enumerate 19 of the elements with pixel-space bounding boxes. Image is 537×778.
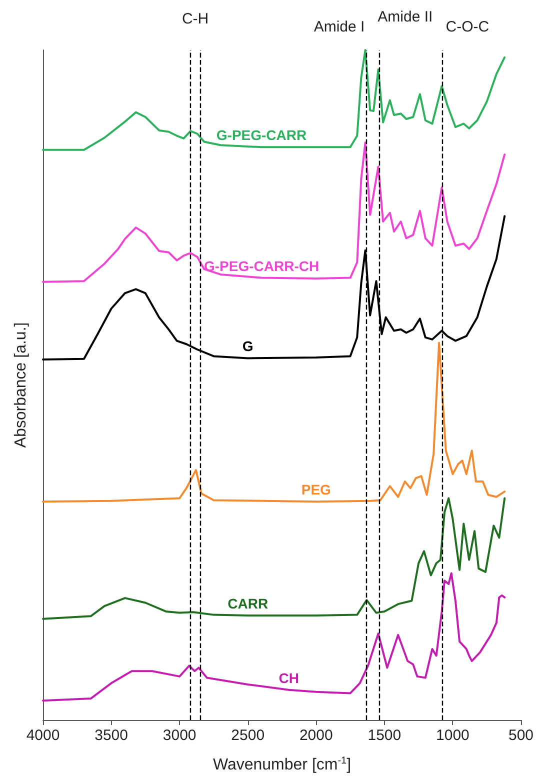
x-tick-label: 4000	[26, 727, 60, 744]
x-tick-label: 1500	[368, 727, 402, 744]
ref-line-label: C-H	[182, 10, 209, 28]
x-tick-label: 1000	[436, 727, 470, 744]
series-label: CARR	[228, 595, 268, 612]
series-label: G-PEG-CARR	[216, 127, 307, 144]
x-tick-label: 500	[508, 727, 534, 744]
series-label: G	[242, 338, 254, 354]
x-tick-label: 3000	[162, 727, 196, 744]
ref-line-label: Amide I	[314, 18, 365, 36]
series-label: G-PEG-CARR-CH	[204, 258, 320, 274]
series-label: CH	[278, 670, 299, 686]
x-tick-label: 2000	[299, 727, 333, 744]
ref-line-label: C-O-C	[446, 18, 490, 36]
y-axis-title: Absorbance [a.u.]	[12, 322, 30, 448]
series-label: PEG	[301, 482, 332, 498]
ref-line-label: Amide II	[378, 8, 433, 26]
x-tick-label: 2500	[231, 727, 265, 744]
x-tick-label: 3500	[94, 727, 128, 744]
